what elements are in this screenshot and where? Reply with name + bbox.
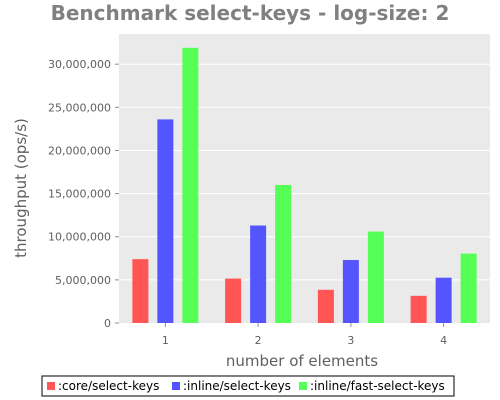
legend-swatch [299, 382, 307, 390]
y-tick-label: 20,000,000 [48, 144, 111, 157]
y-tick-label: 5,000,000 [55, 274, 111, 287]
x-axis-ticks: 1 2 3 4 [162, 323, 447, 347]
y-tick-label: 30,000,000 [48, 58, 111, 71]
plot-background [119, 34, 490, 323]
bar-3-1 [182, 47, 199, 324]
bar-2-4 [435, 277, 452, 323]
bar-1-3 [317, 289, 334, 323]
grid-lines [119, 63, 490, 281]
bar-1-4 [410, 295, 427, 323]
y-tick-label: 15,000,000 [48, 188, 111, 201]
y-tick-label: 25,000,000 [48, 101, 111, 114]
y-tick-label: 0 [104, 317, 111, 330]
x-tick-label: 4 [440, 334, 447, 347]
x-tick-label: 3 [347, 334, 354, 347]
bar-3-3 [367, 231, 384, 323]
legend-swatch [172, 382, 180, 390]
legend-entry: :inline/fast-select-keys [310, 379, 445, 393]
legend-swatch [47, 382, 55, 390]
bar-1-2 [225, 278, 242, 323]
legend-entry: :inline/select-keys [183, 379, 291, 393]
bar-2-1 [157, 119, 174, 323]
chart-title: Benchmark select-keys - log-size: 2 [51, 1, 450, 25]
legend: :core/select-keys :inline/select-keys :inl… [41, 375, 455, 397]
bar-3-4 [460, 253, 477, 323]
x-tick-label: 1 [162, 334, 169, 347]
bar-1-1 [132, 259, 149, 323]
x-tick-label: 2 [255, 334, 262, 347]
y-axis-ticks: 0 5,000,000 10,000,000 15,000,000 20,000,000… [48, 58, 119, 330]
bar-2-2 [250, 225, 267, 323]
bar-2-3 [342, 260, 359, 323]
legend-entry: :core/select-keys [58, 379, 159, 393]
legend-box [41, 375, 455, 397]
y-tick-label: 10,000,000 [48, 231, 111, 244]
y-axis-label: throughput (ops/s) [12, 118, 30, 258]
bars [132, 47, 477, 324]
bar-3-2 [275, 184, 292, 323]
x-axis-label: number of elements [226, 352, 378, 370]
